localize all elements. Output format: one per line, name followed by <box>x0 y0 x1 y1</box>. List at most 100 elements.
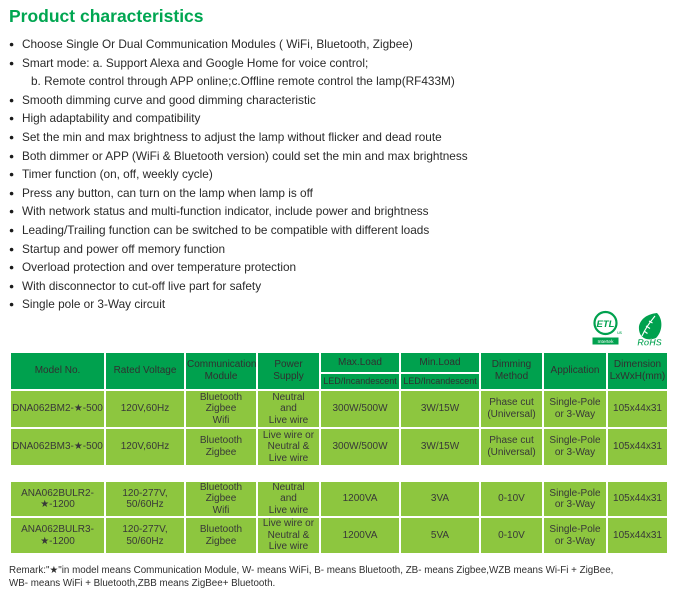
rohs-icon: RoHS <box>637 313 662 348</box>
cell-model: DNA062BM2-★-500 <box>9 388 106 429</box>
cell-voltage: 120-277V, 50/60Hz <box>104 479 186 519</box>
feature-text: Overload protection and over temperature… <box>22 260 297 275</box>
bullet-icon: ● <box>9 262 15 273</box>
feature-item: ● Leading/Trailing function can be switch… <box>9 221 668 240</box>
intertek-label: Intertek <box>598 339 615 345</box>
feature-text: Press any button, can turn on the lamp w… <box>22 185 313 200</box>
feature-item: ● With disconnector to cut-off live part … <box>9 277 668 296</box>
col-subheader-max-load-type: LED/Incandescent <box>319 371 401 391</box>
feature-item: ● Single pole or 3-Way circuit <box>9 295 668 314</box>
spec-table-phase-cut: Model No. Rated Voltage Communication Mo… <box>9 350 669 467</box>
feature-list: ● Choose Single Or Dual Communication Mod… <box>9 35 668 314</box>
feature-item: ● Timer function (on, off, weekly cycle) <box>9 165 668 184</box>
cell-dimension: 105x44x31 <box>606 516 669 555</box>
cell-max-load: 1200VA <box>319 479 401 519</box>
cell-max-load: 300W/500W <box>319 388 401 429</box>
cell-power-supply: Live wire or Neutral & Live wire <box>256 516 321 555</box>
cell-communication: Bluetooth Zigbee Wifi <box>184 388 258 429</box>
bullet-icon: ● <box>9 113 15 124</box>
cell-min-load: 3VA <box>399 479 481 519</box>
cell-application: Single-Pole or 3-Way <box>542 426 608 467</box>
rohs-label: RoHS <box>637 338 662 348</box>
certification-marks: ETL us Intertek RoHS <box>591 310 666 349</box>
remark-note: Remark:"★"in model means Communication M… <box>9 564 614 590</box>
feature-text: Single pole or 3-Way circuit <box>22 297 166 312</box>
feature-item: ● Set the min and max brightness to adjus… <box>9 128 668 147</box>
feature-item: ● Press any button, can turn on the lamp … <box>9 184 668 203</box>
col-header-communication: Communication Module <box>184 350 258 391</box>
feature-item-continuation: b. Remote control through APP online;c.O… <box>9 72 668 91</box>
cell-communication: Bluetooth Zigbee <box>184 516 258 555</box>
cell-min-load: 3W/15W <box>399 388 481 429</box>
table-row: ANA062BULR3-★-1200 120-277V, 50/60Hz Blu… <box>9 516 669 555</box>
page-title: Product characteristics <box>9 6 204 26</box>
cell-min-load: 5VA <box>399 516 481 555</box>
table-row: DNA062BM3-★-500 120V,60Hz Bluetooth Zigb… <box>9 426 669 467</box>
cell-dimension: 105x44x31 <box>606 479 669 519</box>
bullet-icon: ● <box>9 243 15 254</box>
bullet-icon: ● <box>9 299 15 310</box>
cell-power-supply: Neutral and Live wire <box>256 479 321 519</box>
feature-item: ● Smart mode: a. Support Alexa and Google… <box>9 54 668 73</box>
cell-voltage: 120V,60Hz <box>104 426 186 467</box>
cell-dimension: 105x44x31 <box>606 426 669 467</box>
col-header-voltage: Rated Voltage <box>104 350 186 391</box>
etl-intertek-icon: ETL us Intertek <box>592 310 623 345</box>
cell-model: ANA062BULR2-★-1200 <box>9 479 106 519</box>
col-header-model: Model No. <box>9 350 106 391</box>
feature-text: b. Remote control through APP online;c.O… <box>31 74 455 89</box>
cell-application: Single-Pole or 3-Way <box>542 516 608 555</box>
feature-item: ● High adaptability and compatibility <box>9 109 668 128</box>
feature-text: Leading/Trailing function can be switche… <box>22 222 430 237</box>
cell-model: DNA062BM3-★-500 <box>9 426 106 467</box>
col-header-dimming: Dimming Method <box>479 350 544 391</box>
table-row: DNA062BM2-★-500 120V,60Hz Bluetooth Zigb… <box>9 388 669 429</box>
bullet-icon: ● <box>9 206 15 217</box>
cell-dimming: Phase cut (Universal) <box>479 388 544 429</box>
cell-min-load: 3W/15W <box>399 426 481 467</box>
feature-item: ● Overload protection and over temperatur… <box>9 258 668 277</box>
bullet-icon: ● <box>9 187 15 198</box>
bullet-icon: ● <box>9 57 15 68</box>
spec-table-0-10v: ANA062BULR2-★-1200 120-277V, 50/60Hz Blu… <box>9 479 669 555</box>
feature-text: Startup and power off memory function <box>22 241 226 256</box>
feature-item: ● Smooth dimming curve and good dimming c… <box>9 91 668 110</box>
cell-application: Single-Pole or 3-Way <box>542 479 608 519</box>
feature-text: Set the min and max brightness to adjust… <box>22 129 442 144</box>
cell-communication: Bluetooth Zigbee Wifi <box>184 479 258 519</box>
bullet-icon: ● <box>9 224 15 235</box>
table-row: ANA062BULR2-★-1200 120-277V, 50/60Hz Blu… <box>9 479 669 519</box>
cell-voltage: 120V,60Hz <box>104 388 186 429</box>
feature-text: Smooth dimming curve and good dimming ch… <box>22 92 316 107</box>
cell-communication: Bluetooth Zigbee <box>184 426 258 467</box>
cell-voltage: 120-277V, 50/60Hz <box>104 516 186 555</box>
bullet-icon: ● <box>9 131 15 142</box>
feature-item: ● Startup and power off memory function <box>9 240 668 259</box>
feature-item: ● Choose Single Or Dual Communication Mod… <box>9 35 668 54</box>
cell-power-supply: Neutral and Live wire <box>256 388 321 429</box>
cell-dimming: Phase cut (Universal) <box>479 426 544 467</box>
cell-power-supply: Live wire or Neutral & Live wire <box>256 426 321 467</box>
col-header-dimension: Dimension LxWxH(mm) <box>606 350 669 391</box>
col-subheader-min-load-type: LED/Incandescent <box>399 371 481 391</box>
cell-max-load: 300W/500W <box>319 426 401 467</box>
cell-dimming: 0-10V <box>479 516 544 555</box>
cell-application: Single-Pole or 3-Way <box>542 388 608 429</box>
feature-text: Both dimmer or APP (WiFi & Bluetooth ver… <box>22 148 468 163</box>
feature-text: Timer function (on, off, weekly cycle) <box>22 167 213 182</box>
bullet-icon: ● <box>9 169 15 180</box>
etl-us-label: us <box>617 330 623 335</box>
bullet-icon: ● <box>9 280 15 291</box>
col-header-power-supply: Power Supply <box>256 350 321 391</box>
cell-dimension: 105x44x31 <box>606 388 669 429</box>
col-header-max-load: Max.Load <box>319 350 401 374</box>
feature-text: High adaptability and compatibility <box>22 111 201 126</box>
cell-dimming: 0-10V <box>479 479 544 519</box>
feature-text: With disconnector to cut-off live part f… <box>22 278 262 293</box>
feature-item: ● With network status and multi-function … <box>9 202 668 221</box>
bullet-icon: ● <box>9 150 15 161</box>
feature-text: With network status and multi-function i… <box>22 204 429 219</box>
bullet-icon: ● <box>9 39 15 49</box>
col-header-application: Application <box>542 350 608 391</box>
